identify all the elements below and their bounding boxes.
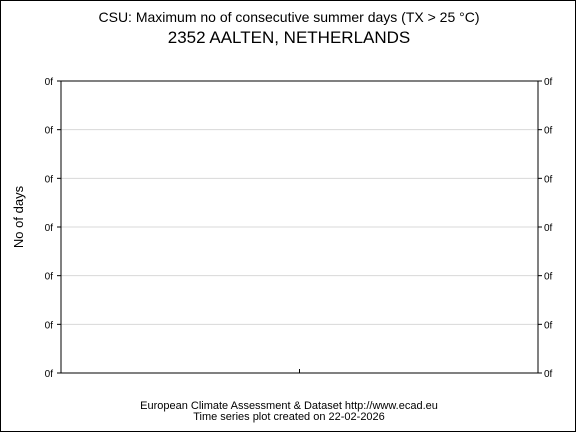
- y-tick-label-right: 0f: [544, 174, 553, 185]
- y-tick-label-left: 0f: [45, 320, 54, 331]
- left-tick-labels: 0f 0f 0f 0f 0f 0f 0f: [45, 77, 61, 380]
- y-tick-label-right: 0f: [544, 320, 553, 331]
- y-tick-label-left: 0f: [45, 126, 54, 137]
- y-tick-label-right: 0f: [544, 223, 553, 234]
- footer-created: Time series plot created on 22-02-2026: [193, 411, 385, 423]
- y-tick-label-right: 0f: [544, 77, 553, 88]
- y-axis-label: No of days: [11, 185, 26, 248]
- y-tick-label-left: 0f: [45, 223, 54, 234]
- y-tick-label-right: 0f: [544, 369, 553, 380]
- footer-source: European Climate Assessment & Dataset ht…: [140, 400, 438, 412]
- y-tick-label-left: 0f: [45, 77, 54, 88]
- grid-lines: [61, 129, 538, 325]
- y-tick-label-left: 0f: [45, 369, 54, 380]
- y-tick-label-left: 0f: [45, 272, 54, 283]
- y-tick-label-left: 0f: [45, 174, 54, 185]
- chart-title: CSU: Maximum no of consecutive summer da…: [98, 9, 480, 25]
- right-tick-labels: 0f 0f 0f 0f 0f 0f 0f: [538, 77, 553, 380]
- y-tick-label-right: 0f: [544, 272, 553, 283]
- chart-subtitle: 2352 AALTEN, NETHERLANDS: [167, 28, 411, 47]
- y-tick-label-right: 0f: [544, 126, 553, 137]
